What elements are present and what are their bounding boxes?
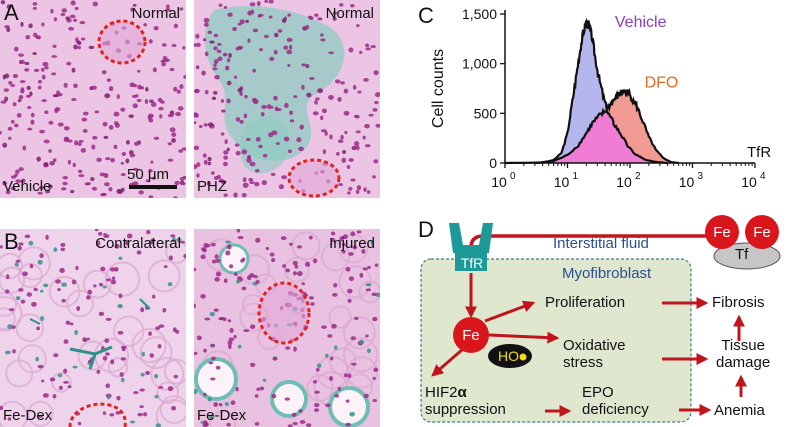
hif-line1: HIF2: [425, 384, 458, 401]
x-tick-label: 10: [741, 174, 757, 190]
label-contralateral: Contralateral: [95, 235, 181, 252]
micrograph-contralateral-image: [0, 229, 186, 427]
x-tick-label: 10: [491, 174, 507, 190]
arrow-fe-to-hif: [431, 347, 464, 377]
oxidative-line1: Oxidative: [563, 337, 626, 354]
micrograph-phz-normal: Normal PHZ: [194, 0, 380, 198]
y-tick-label: 500: [474, 105, 498, 121]
myofibroblast-label: Myofibroblast: [562, 265, 652, 282]
x-tick-label: 10: [554, 174, 570, 190]
tfr-receptor-shape: [449, 223, 493, 271]
y-axis-label: Cell counts: [430, 49, 447, 128]
arrow-fe-to-oxidative: [488, 331, 560, 344]
label-fe-dex-right: Fe-Dex: [197, 407, 247, 424]
y-tick-label: 1,000: [462, 56, 497, 72]
tf-label: Tf: [735, 246, 749, 263]
label-normal-a-left: Normal: [131, 5, 180, 22]
x-tick-label: 10: [616, 174, 632, 190]
label-vehicle: Vehicle: [3, 178, 52, 195]
x-tick-exponent: 1: [573, 171, 579, 182]
micrograph-injured: Injured Fe-Dex: [194, 229, 380, 427]
epo-label: EPO deficiency: [582, 384, 649, 419]
transferrin-shape: [713, 242, 781, 270]
glomerulus-outline: [287, 158, 341, 198]
panel-letter-b: B: [4, 229, 19, 254]
hif-label: HIF2α suppression: [425, 384, 506, 419]
oxidative-line2: stress: [563, 353, 604, 371]
oxidative-label: Oxidative stress: [563, 337, 626, 372]
glomerulus-outline: [257, 281, 311, 345]
micrograph-phz-image: [194, 0, 380, 198]
panel-letter-a: A: [4, 0, 19, 25]
micrograph-vehicle-image: [0, 0, 186, 198]
x-axis-label: TfR: [747, 144, 771, 161]
scale-bar: [129, 185, 177, 189]
proliferation-label: Proliferation: [545, 294, 626, 311]
glomerulus-outline: [97, 19, 147, 65]
label-normal-a-right: Normal: [325, 5, 374, 22]
dfo-line: [534, 87, 679, 165]
mechanism-diagram-graphics: [420, 223, 781, 423]
epo-line1: EPO: [582, 384, 614, 401]
x-tick-exponent: 2: [635, 171, 641, 182]
tissue-damage-label: Tissue damage: [716, 337, 771, 372]
micrograph-injured-image: [194, 229, 380, 427]
arrow-fe-to-proliferation: [484, 300, 536, 323]
micrograph-contralateral: Contralateral Fe-Dex: [0, 229, 186, 427]
anemia-label: Anemia: [714, 402, 765, 419]
x-tick-exponent: 4: [760, 171, 766, 182]
x-tick-label: 10: [679, 174, 695, 190]
label-phz: PHZ: [197, 178, 227, 195]
scale-bar-label: 50 μm: [127, 166, 169, 183]
panel-letter-c: C: [418, 3, 434, 28]
fe-transferrin-1: Fe: [705, 215, 739, 249]
series-label-dfo: DFO: [645, 74, 679, 91]
ho-radical-shape: [488, 344, 532, 368]
series-label-vehicle: Vehicle: [615, 14, 667, 31]
hif-line2: suppression: [425, 400, 506, 418]
glomerulus-outline: [68, 402, 127, 427]
x-tick-exponent: 3: [698, 171, 704, 182]
y-tick-label: 0: [489, 155, 497, 171]
hif-alpha: α: [457, 384, 467, 401]
interstitial-fluid-label: Interstitial fluid: [553, 235, 649, 252]
epo-line2: deficiency: [582, 400, 649, 418]
tfr-label: TfR: [460, 255, 484, 271]
label-injured: Injured: [329, 235, 375, 252]
fe-transferrin-2: Fe: [745, 215, 779, 249]
x-tick-exponent: 0: [510, 171, 516, 182]
tissue-line1: Tissue: [721, 337, 765, 354]
tissue-line2: damage: [716, 353, 771, 371]
vehicle-line: [504, 17, 668, 165]
panel-letter-d: D: [418, 217, 434, 242]
ho-label: HO: [498, 348, 519, 364]
vehicle-area: [505, 20, 668, 164]
label-fe-dex-left: Fe-Dex: [3, 407, 53, 424]
micrograph-vehicle-normal: Normal Vehicle 50 μm: [0, 0, 186, 198]
fe-intracellular: Fe: [453, 317, 489, 353]
fibrosis-label: Fibrosis: [712, 294, 765, 311]
radical-dot: [519, 353, 527, 361]
y-tick-label: 1,500: [462, 6, 497, 22]
